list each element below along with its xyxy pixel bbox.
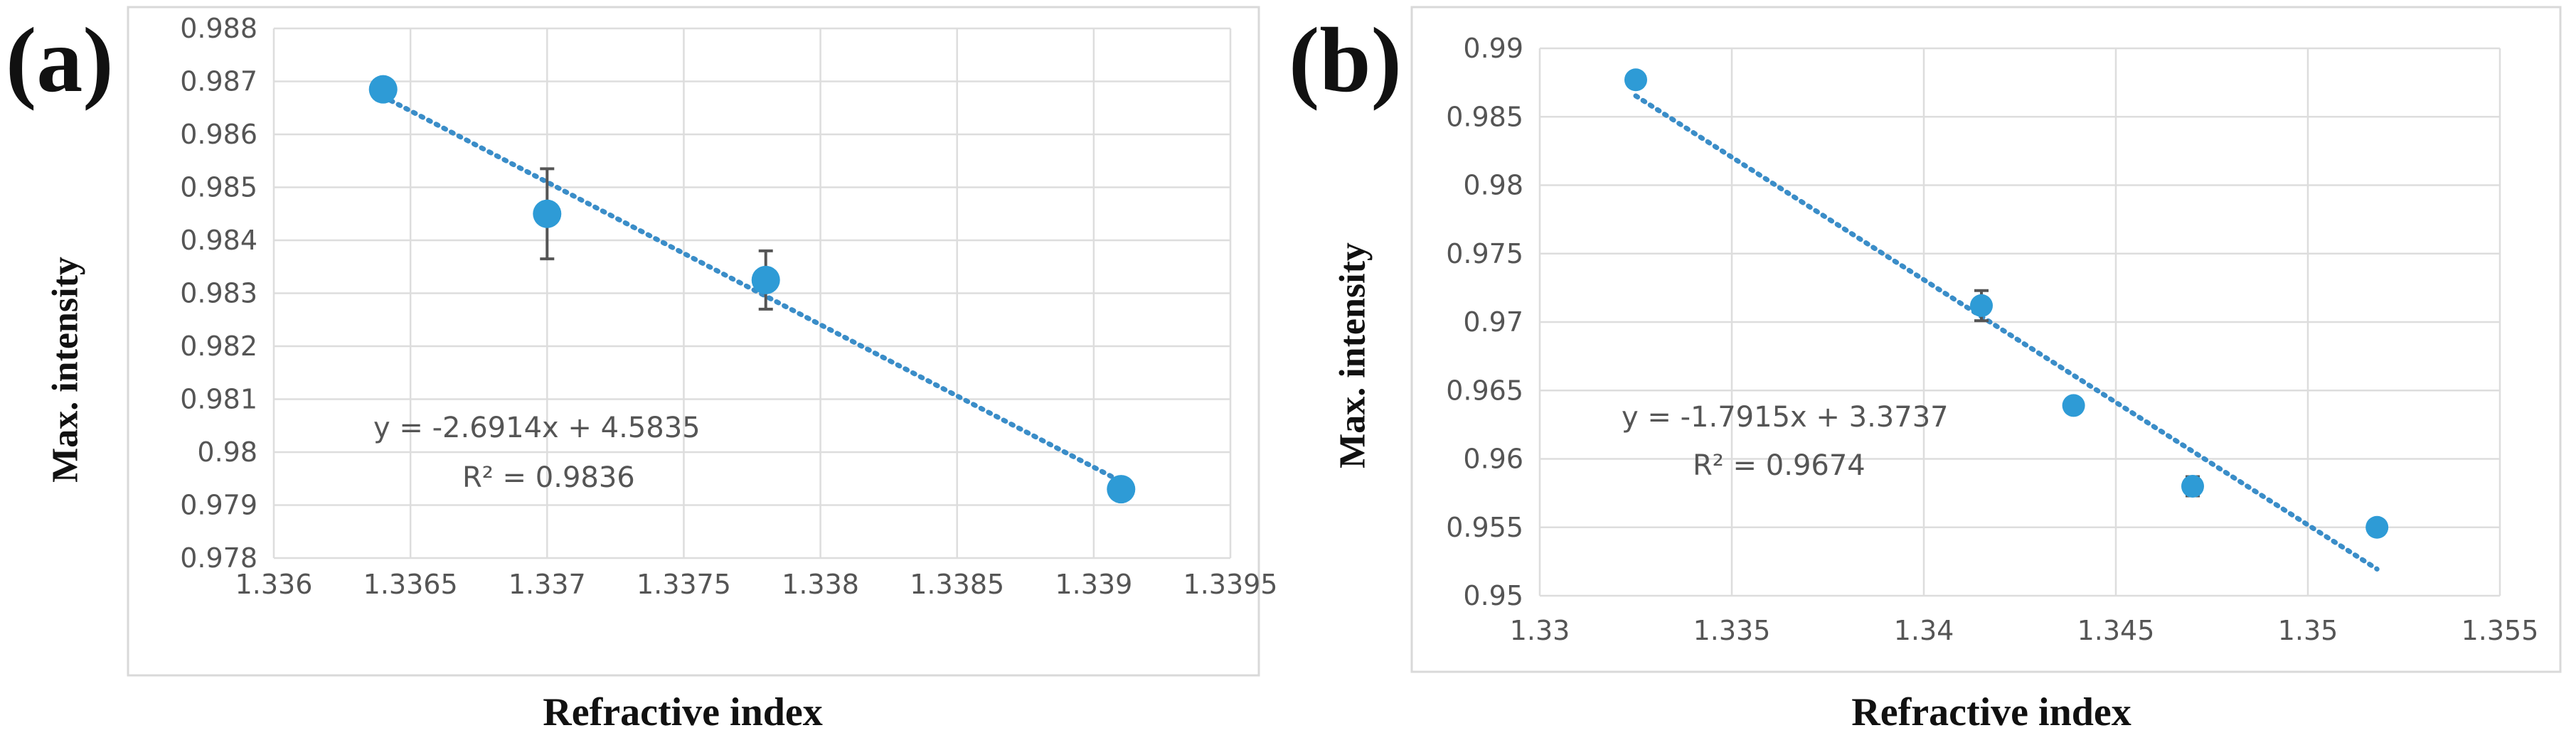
y-tick-label: 0.975	[1446, 238, 1523, 269]
x-tick-label: 1.345	[2077, 615, 2155, 646]
trendline-equation-a: y = -2.6914x + 4.5835	[373, 412, 701, 444]
chart-panel-a: (a) Max. intensity Refractive index 0.97…	[0, 0, 1277, 750]
y-tick-label: 0.98	[197, 436, 257, 468]
x-tick-label: 1.355	[2461, 615, 2539, 646]
y-tick-label: 0.98	[1463, 170, 1523, 201]
chart-svg-b: 0.95 0.955 0.96 0.965 0.97 0.975 0.98 0.985 0.99…	[1410, 6, 2562, 673]
data-point	[1107, 475, 1136, 504]
trendline-b	[1633, 93, 2380, 572]
trendline-equation-b: y = -1.7915x + 3.3737	[1622, 401, 1949, 434]
r-squared-a: R² = 0.9836	[462, 461, 635, 494]
y-tick-label: 0.984	[180, 225, 257, 256]
x-tick-label: 1.337	[509, 569, 586, 600]
chart-svg-a: 0.978 0.979 0.98 0.981 0.982 0.983 0.984 0.985 0…	[127, 6, 1277, 677]
x-tick-label: 1.335	[1693, 615, 1771, 646]
chart-frame-b	[1410, 6, 2562, 673]
y-tick-label: 0.979	[180, 490, 257, 521]
y-tick-label: 0.955	[1446, 512, 1523, 543]
y-tick-label: 0.965	[1446, 375, 1523, 406]
x-tick-label: 1.35	[2278, 615, 2338, 646]
y-tick-label: 0.99	[1463, 33, 1523, 64]
r-squared-b: R² = 0.9674	[1693, 449, 1866, 482]
y-tick-label: 0.95	[1463, 580, 1523, 611]
x-tick-label: 1.339	[1055, 569, 1132, 600]
x-axis-label-b: Refractive index	[1851, 690, 2131, 734]
chart-frame-a	[127, 6, 1260, 677]
y-tick-label: 0.987	[180, 66, 257, 97]
data-point	[2181, 475, 2204, 498]
data-point	[368, 75, 398, 104]
data-point	[2062, 394, 2085, 417]
data-point	[1970, 294, 1993, 317]
data-point	[751, 265, 780, 294]
x-tick-label: 1.336	[235, 569, 313, 600]
y-tick-label: 0.985	[180, 172, 257, 203]
y-tick-label: 0.983	[180, 278, 257, 309]
x-tick-label: 1.33	[1510, 615, 1570, 646]
y-tick-label: 0.982	[180, 331, 257, 362]
y-tick-label: 0.985	[1446, 101, 1523, 132]
chart-panel-b: (b) Max. intensity Refractive index 0.95…	[1273, 0, 2576, 750]
y-tick-label: 0.981	[180, 384, 257, 415]
y-tick-label: 0.978	[180, 542, 257, 574]
x-tick-label: 1.3365	[363, 569, 458, 600]
x-axis-label-a: Refractive index	[543, 690, 823, 734]
data-point	[2365, 515, 2389, 539]
y-tick-label: 0.988	[180, 13, 257, 44]
x-tick-label: 1.3385	[910, 569, 1004, 600]
x-tick-label: 1.3395	[1183, 569, 1278, 600]
panel-label-b: (b)	[1289, 9, 1402, 112]
x-tick-label: 1.3375	[637, 569, 731, 600]
data-point	[533, 199, 562, 228]
y-tick-label: 0.96	[1463, 444, 1523, 475]
x-tick-label: 1.34	[1894, 615, 1954, 646]
y-tick-label: 0.97	[1463, 306, 1523, 338]
trendline-a	[380, 94, 1124, 484]
x-tick-label: 1.338	[782, 569, 859, 600]
panel-label-a: (a)	[6, 9, 114, 112]
data-point	[1624, 68, 1647, 92]
y-tick-label: 0.986	[180, 119, 257, 150]
